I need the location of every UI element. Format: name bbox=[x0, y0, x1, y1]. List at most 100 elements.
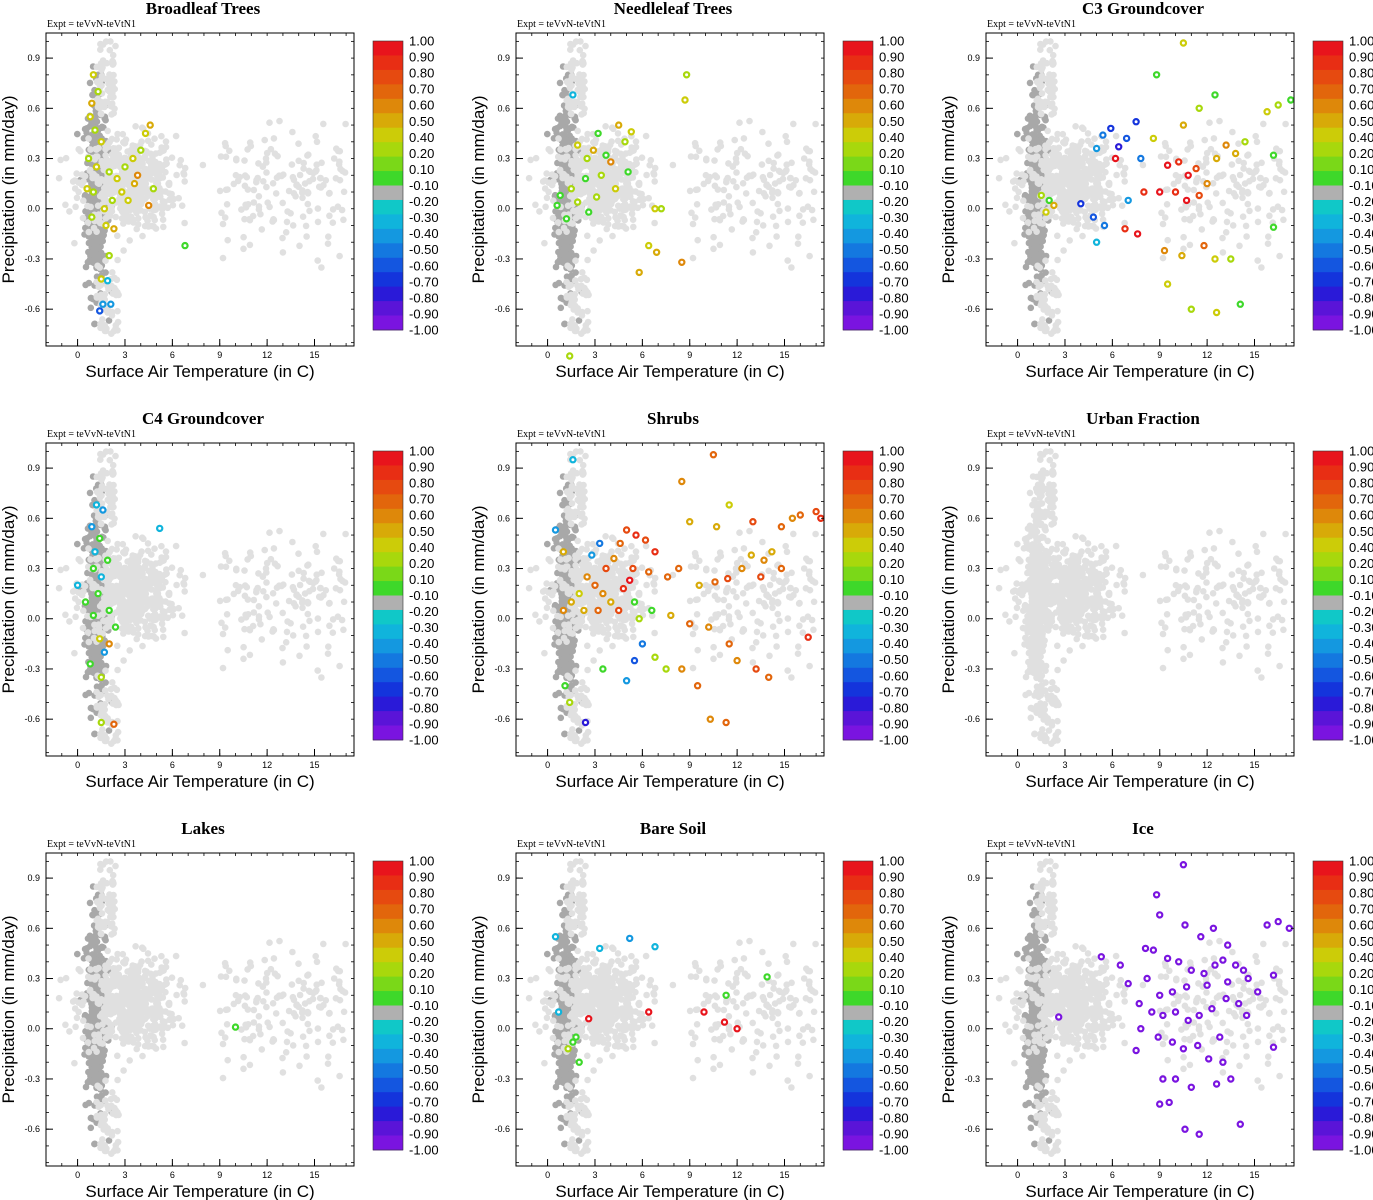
background-point bbox=[66, 618, 73, 625]
background-point bbox=[1052, 213, 1059, 221]
colorbar-swatch bbox=[1313, 272, 1343, 288]
data-point bbox=[602, 151, 610, 159]
background-point bbox=[1015, 188, 1022, 196]
background-point bbox=[1028, 239, 1035, 247]
colorbar-swatch bbox=[1313, 214, 1343, 230]
colorbar-label: 0.60 bbox=[879, 98, 904, 113]
background-point bbox=[113, 594, 121, 602]
background-point bbox=[296, 171, 304, 179]
background-point bbox=[132, 563, 140, 570]
y-tick-label: -0.3 bbox=[964, 254, 980, 264]
colorbar-label: 0.20 bbox=[1349, 146, 1373, 161]
background-point bbox=[1260, 181, 1267, 189]
background-point bbox=[342, 120, 349, 128]
colorbar-label: 0.90 bbox=[409, 50, 434, 65]
background-point bbox=[1272, 175, 1280, 182]
background-point bbox=[278, 172, 285, 180]
background-point bbox=[1058, 161, 1066, 169]
background-point bbox=[561, 156, 569, 163]
background-point bbox=[574, 305, 581, 312]
background-point bbox=[600, 162, 607, 169]
colorbar-label: -0.40 bbox=[879, 226, 909, 241]
background-point bbox=[1260, 120, 1267, 128]
background-point bbox=[782, 132, 789, 140]
background-point bbox=[96, 624, 103, 632]
y-tick-label: 0.3 bbox=[27, 154, 40, 164]
colorbar-label: 1.00 bbox=[409, 34, 434, 49]
background-point bbox=[563, 127, 570, 134]
background-point bbox=[706, 173, 713, 181]
background-point bbox=[168, 564, 176, 571]
background-point bbox=[711, 157, 718, 164]
background-point bbox=[1060, 247, 1067, 254]
y-tick-label: 0.0 bbox=[497, 204, 510, 214]
background-point bbox=[55, 174, 63, 182]
background-point bbox=[317, 174, 324, 182]
background-point bbox=[105, 586, 112, 594]
background-point bbox=[651, 219, 658, 227]
data-point bbox=[141, 129, 150, 138]
background-point bbox=[1204, 199, 1211, 206]
background-point bbox=[86, 79, 94, 87]
background-point bbox=[1088, 185, 1096, 192]
background-point bbox=[126, 647, 133, 654]
background-point bbox=[1269, 206, 1277, 213]
data-point bbox=[1231, 149, 1240, 158]
background-point bbox=[1194, 174, 1201, 182]
background-point bbox=[1027, 294, 1035, 302]
background-point bbox=[544, 130, 551, 138]
background-point bbox=[620, 206, 628, 214]
background-point bbox=[1031, 115, 1038, 123]
background-point bbox=[111, 78, 118, 85]
colorbar-label: -0.90 bbox=[1349, 306, 1373, 321]
background-point bbox=[75, 598, 82, 606]
background-point bbox=[147, 170, 155, 177]
background-point bbox=[97, 291, 105, 299]
background-point bbox=[1102, 138, 1110, 145]
background-point bbox=[1219, 234, 1226, 242]
background-point bbox=[579, 269, 586, 276]
background-point bbox=[1019, 214, 1027, 222]
background-point bbox=[776, 177, 783, 185]
background-point bbox=[629, 216, 637, 223]
background-point bbox=[216, 187, 224, 195]
data-point bbox=[581, 174, 590, 183]
background-point bbox=[585, 199, 592, 206]
colorbar-swatch bbox=[373, 301, 403, 316]
background-point bbox=[160, 223, 167, 231]
background-point bbox=[218, 209, 225, 217]
data-point bbox=[88, 213, 96, 221]
background-point bbox=[155, 175, 163, 183]
data-point bbox=[86, 112, 94, 121]
background-point bbox=[279, 249, 287, 256]
background-point bbox=[127, 559, 134, 566]
background-point bbox=[105, 176, 112, 184]
colorbar-label: -0.30 bbox=[879, 210, 909, 225]
background-point bbox=[1223, 218, 1231, 226]
data-point bbox=[1160, 246, 1169, 255]
colorbar-swatch bbox=[373, 84, 403, 100]
background-point bbox=[561, 115, 568, 123]
y-tick-label: 0.6 bbox=[967, 103, 980, 113]
background-point bbox=[1225, 187, 1233, 195]
background-point bbox=[1201, 136, 1208, 144]
background-point bbox=[177, 156, 185, 164]
colorbar-label: -0.50 bbox=[1349, 242, 1373, 257]
background-point bbox=[299, 213, 307, 220]
background-point bbox=[246, 241, 254, 249]
background-point bbox=[1034, 137, 1041, 144]
background-point bbox=[147, 580, 155, 587]
background-point bbox=[570, 297, 578, 304]
background-point bbox=[1210, 135, 1218, 142]
background-point bbox=[115, 291, 122, 299]
background-point bbox=[110, 71, 117, 79]
data-point bbox=[1222, 141, 1230, 149]
background-point bbox=[562, 244, 570, 252]
background-point bbox=[543, 170, 550, 177]
background-point bbox=[694, 186, 701, 193]
background-point bbox=[1054, 307, 1061, 315]
data-point bbox=[149, 184, 158, 193]
background-point bbox=[1164, 236, 1171, 244]
background-point bbox=[783, 138, 791, 146]
background-point bbox=[87, 704, 95, 712]
